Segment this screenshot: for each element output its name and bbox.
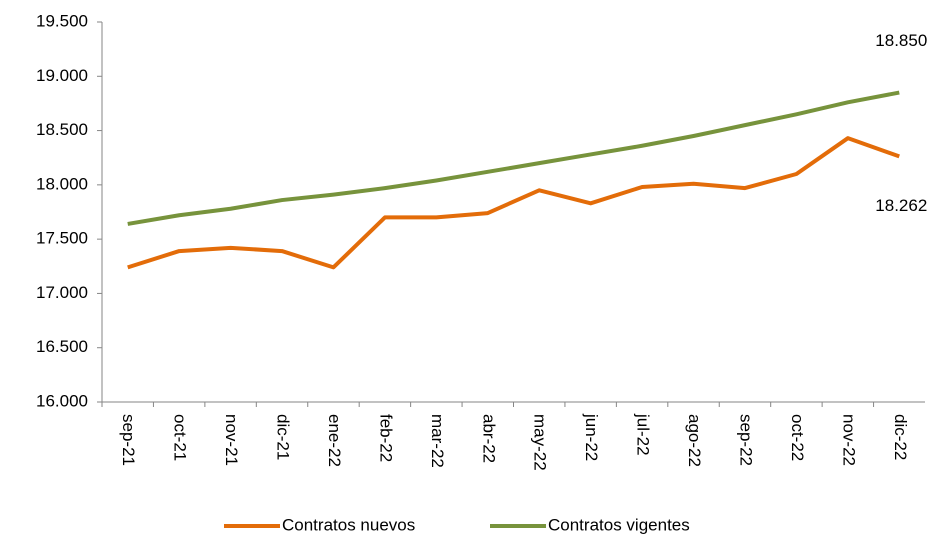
x-tick-label: sep-21 — [119, 414, 138, 466]
x-tick-label: abr-22 — [479, 414, 498, 463]
legend-label: Contratos nuevos — [282, 515, 415, 534]
x-tick-label: may-22 — [531, 414, 550, 471]
x-tick-label: dic-21 — [274, 414, 293, 460]
y-tick-label: 16.500 — [36, 337, 88, 356]
series-line — [127, 136, 900, 270]
y-tick-label: 16.000 — [36, 391, 88, 410]
y-tick-label: 17.000 — [36, 283, 88, 302]
x-tick-label: mar-22 — [428, 414, 447, 468]
legend-label: Contratos vigentes — [548, 515, 690, 534]
y-tick-label: 19.500 — [36, 11, 88, 30]
x-tick-label: ene-22 — [325, 414, 344, 467]
data-label: 18.262 — [875, 196, 927, 215]
y-tick-label: 17.500 — [36, 229, 88, 248]
y-tick-label: 19.000 — [36, 66, 88, 85]
data-label: 18.850 — [875, 31, 927, 50]
x-tick-label: jul-22 — [634, 413, 653, 456]
x-tick-label: oct-21 — [171, 414, 190, 461]
x-tick-label: oct-22 — [788, 414, 807, 461]
x-tick-label: dic-22 — [891, 414, 910, 460]
x-tick-label: jun-22 — [582, 413, 601, 461]
x-tick-label: nov-21 — [222, 414, 241, 466]
x-tick-label: sep-22 — [736, 414, 755, 466]
x-tick-label: ago-22 — [685, 414, 704, 467]
series-line — [127, 90, 900, 226]
y-tick-label: 18.500 — [36, 120, 88, 139]
x-tick-label: feb-22 — [376, 414, 395, 462]
y-tick-label: 18.000 — [36, 174, 88, 193]
x-tick-label: nov-22 — [839, 414, 858, 466]
